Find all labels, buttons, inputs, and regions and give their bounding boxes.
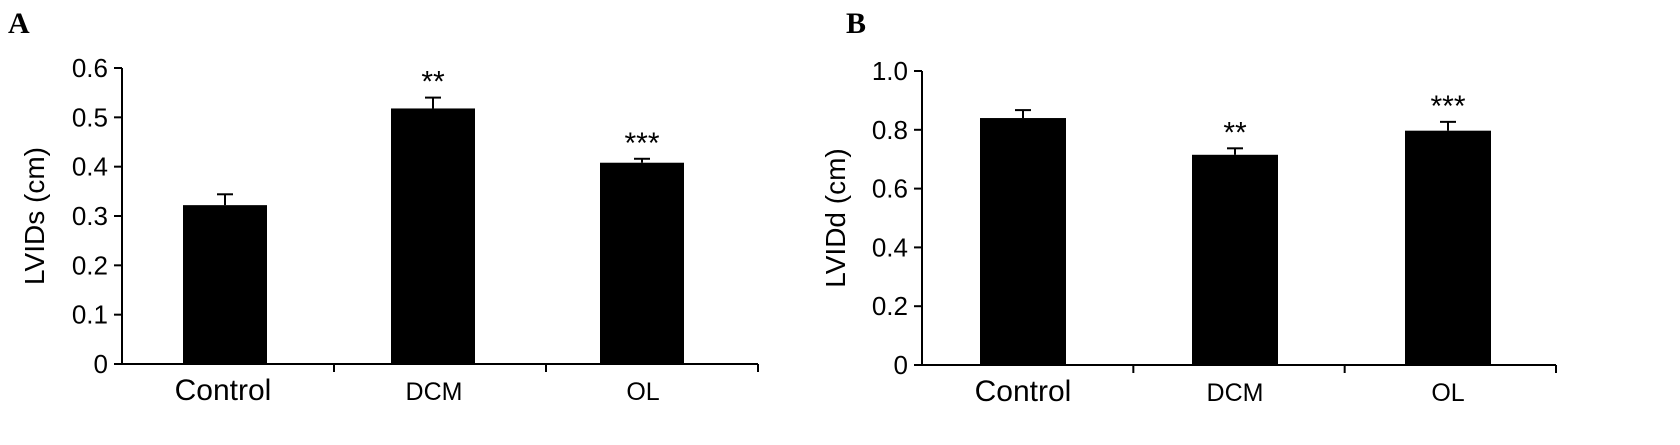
bar-ol: [1405, 130, 1491, 365]
y-tick-label: 0.2: [72, 250, 108, 280]
y-axis-title: LVIDd (cm): [820, 148, 851, 288]
y-tick-label: 0.1: [72, 300, 108, 330]
significance-marker: ***: [624, 127, 659, 160]
y-tick-label: 0.8: [872, 115, 908, 145]
significance-marker: ***: [1430, 90, 1465, 123]
x-tick-label: Control: [975, 375, 1072, 408]
panel-letter-a: A: [8, 7, 30, 40]
x-tick-label: DCM: [406, 378, 463, 406]
y-tick-label: 1.0: [872, 56, 908, 86]
y-tick-label: 0.5: [72, 102, 108, 132]
y-tick-label: 0.4: [872, 232, 908, 262]
x-tick-label: OL: [1431, 379, 1464, 407]
bar-dcm: [391, 108, 475, 364]
y-tick-label: 0: [94, 349, 108, 379]
y-tick-label: 0: [894, 350, 908, 380]
significance-marker: **: [421, 66, 445, 99]
bar-dcm: [1192, 154, 1278, 365]
y-tick-label: 0.3: [72, 201, 108, 231]
bar-ol: [600, 162, 684, 364]
bar-control: [980, 118, 1066, 365]
significance-marker: **: [1223, 116, 1247, 149]
panel-letter-b: B: [846, 7, 866, 40]
y-tick-label: 0.6: [872, 174, 908, 204]
x-tick-label: Control: [175, 374, 272, 407]
x-tick-label: OL: [626, 378, 659, 406]
y-tick-label: 0.4: [72, 152, 108, 182]
bar-control: [183, 205, 267, 364]
y-tick-label: 0.6: [72, 53, 108, 83]
x-tick-label: DCM: [1207, 379, 1264, 407]
y-axis-title: LVIDs (cm): [19, 147, 50, 285]
y-tick-label: 0.2: [872, 291, 908, 321]
chart-b: 0 0.2 0.4 0.6 0.8 1.0 Control ** DCM *** OL LVIDd (…: [820, 56, 1557, 408]
chart-a: 0 0.1 0.2 0.3 0.4 0.5 0.6 Control ** DCM *** OL LVID…: [19, 53, 759, 407]
